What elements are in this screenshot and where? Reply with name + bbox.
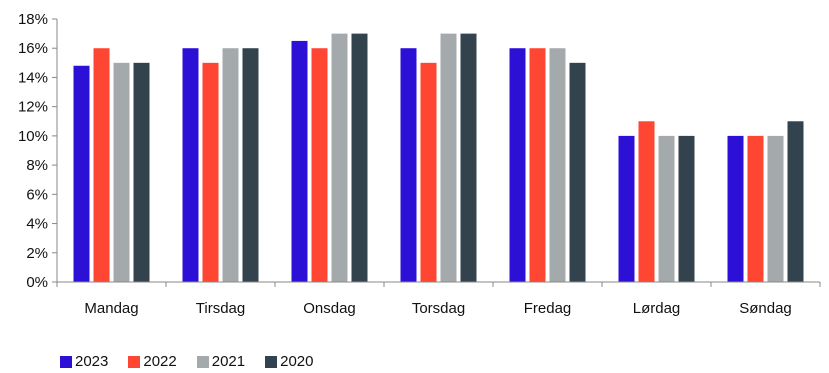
y-axis: 0% 2% 4% 6% 8% 10% 12% 14% 16% 18% (18, 11, 58, 291)
y-tick-label: 2% (26, 245, 48, 262)
bar-2021-lørdag (658, 135, 675, 282)
x-tick-label: Torsdag (412, 300, 465, 317)
x-tick-label: Onsdag (303, 300, 356, 317)
y-tick-label: 18% (18, 11, 48, 28)
x-tick-label: Lørdag (633, 300, 681, 317)
bar-2020-fredag (569, 62, 586, 283)
legend-label: 2023 (75, 353, 109, 370)
y-tick-label: 16% (18, 40, 48, 57)
bar-2020-torsdag (460, 33, 477, 282)
bars (73, 33, 804, 283)
bar-2020-tirsdag (242, 48, 259, 282)
bar-2021-tirsdag (222, 48, 239, 282)
y-tick-label: 14% (18, 69, 48, 86)
legend-swatch (196, 355, 209, 368)
bar-2022-fredag (529, 48, 546, 282)
x-tick-label: Mandag (84, 300, 138, 317)
y-tick-label: 4% (26, 216, 48, 233)
bar-2021-onsdag (331, 33, 348, 282)
bar-2023-lørdag (618, 135, 635, 282)
legend-label: 2022 (143, 353, 177, 370)
legend-item-2023: 2023 (60, 353, 108, 370)
bar-2023-onsdag (291, 40, 308, 282)
bar-2020-søndag (787, 121, 804, 283)
bar-2022-tirsdag (202, 62, 219, 283)
bar-2023-mandag (73, 65, 90, 282)
x-tick-label: Søndag (739, 300, 792, 317)
legend-label: 2020 (280, 353, 314, 370)
legend-swatch (265, 355, 278, 368)
x-tick-label: Tirsdag (196, 300, 245, 317)
y-tick-label: 10% (18, 128, 48, 145)
legend: 2023 2022 2021 2020 (60, 353, 314, 370)
x-tick-label: Fredag (524, 300, 572, 317)
x-axis: Mandag Tirsdag Onsdag Torsdag Fredag Lørdag Sø… (56, 281, 821, 317)
bar-2022-torsdag (420, 62, 437, 283)
bar-2023-tirsdag (182, 48, 199, 282)
bar-2021-søndag (767, 135, 784, 282)
bar-2022-mandag (93, 48, 110, 282)
legend-swatch (60, 355, 72, 368)
y-tick-label: 6% (26, 186, 48, 203)
bar-2020-onsdag (351, 33, 368, 282)
bar-2023-søndag (727, 135, 744, 282)
bar-2021-mandag (113, 62, 130, 283)
y-tick-label: 8% (26, 157, 48, 174)
legend-label: 2021 (211, 353, 246, 370)
y-tick-label: 12% (18, 99, 48, 116)
bar-2021-torsdag (440, 33, 457, 282)
legend-item-2022: 2022 (128, 353, 177, 370)
bar-2021-fredag (549, 48, 566, 282)
bar-2023-torsdag (400, 48, 417, 282)
bar-2020-lørdag (678, 135, 695, 282)
legend-item-2020: 2020 (265, 353, 314, 370)
legend-item-2021: 2021 (196, 353, 246, 370)
y-tick-label: 0% (26, 274, 48, 291)
bar-2022-søndag (747, 135, 764, 282)
bar-2022-lørdag (638, 121, 655, 283)
legend-swatch (128, 355, 141, 368)
bar-2020-mandag (133, 62, 150, 283)
bar-2022-onsdag (311, 48, 328, 282)
bar-2023-fredag (509, 48, 526, 282)
